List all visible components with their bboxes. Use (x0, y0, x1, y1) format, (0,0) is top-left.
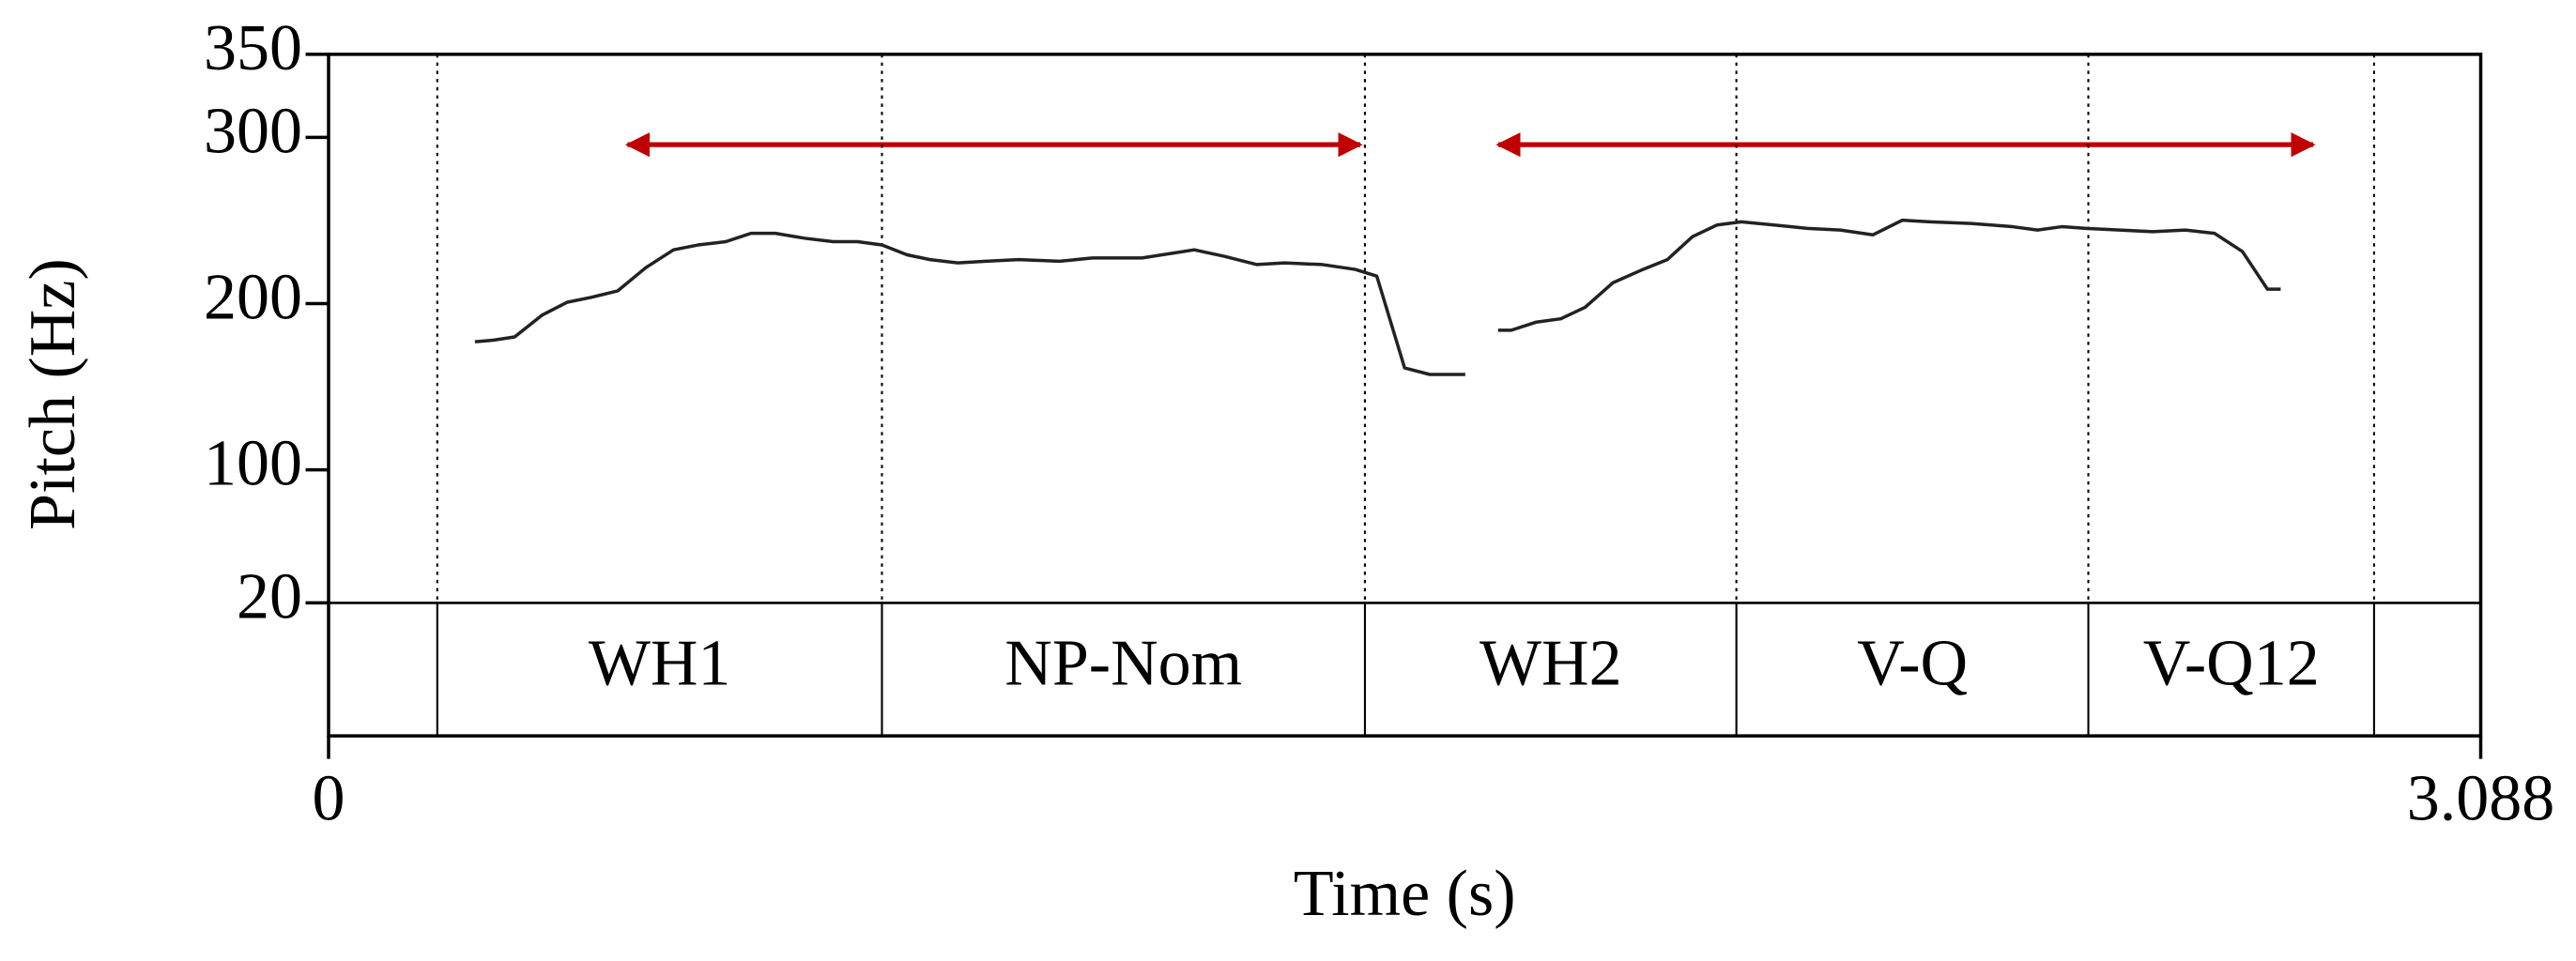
y-axis-label: Pitch (Hz) (17, 258, 89, 530)
y-tick-label: 350 (204, 12, 302, 84)
tier-label: WH1 (589, 627, 731, 699)
x-tick-label: 0 (313, 763, 345, 835)
pitch-line (1497, 218, 2281, 332)
x-axis-label: Time (s) (1294, 858, 1516, 930)
plot-frame (327, 53, 2483, 738)
y-tick-label: 100 (204, 428, 302, 500)
y-tick-label: 20 (237, 560, 302, 633)
tier-label: NP-Nom (1004, 627, 1242, 699)
y-tick-label: 300 (204, 95, 302, 167)
y-tick-label: 200 (204, 262, 302, 334)
tier-label: V-Q12 (2143, 627, 2320, 699)
tier-label: WH2 (1480, 627, 1622, 699)
pitch-line (474, 231, 1465, 376)
tier-label: V-Q (1857, 627, 1968, 699)
x-tick-label: 3.088 (2407, 763, 2555, 835)
